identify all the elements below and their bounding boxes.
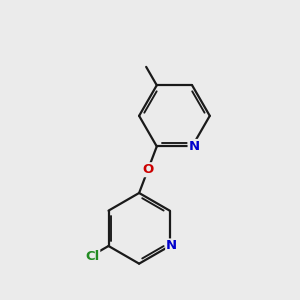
- Text: N: N: [166, 239, 177, 253]
- Text: Cl: Cl: [85, 250, 99, 263]
- Text: O: O: [142, 163, 154, 176]
- Text: N: N: [189, 140, 200, 153]
